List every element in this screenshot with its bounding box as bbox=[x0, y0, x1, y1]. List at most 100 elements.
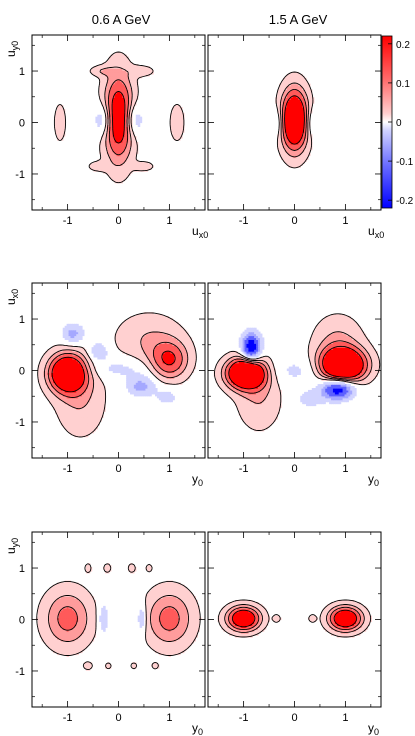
heatmap-cell bbox=[309, 141, 313, 145]
heatmap-cell bbox=[155, 318, 158, 321]
heatmap-cell bbox=[286, 161, 290, 164]
heatmap-cell bbox=[58, 354, 62, 358]
heatmap-cell bbox=[76, 415, 79, 418]
heatmap-cell bbox=[145, 356, 148, 360]
heatmap-cell bbox=[110, 56, 114, 59]
heatmap-cell bbox=[164, 323, 168, 327]
heatmap-cell bbox=[118, 333, 122, 337]
heatmap-cell bbox=[41, 368, 45, 372]
heatmap-cell bbox=[80, 432, 83, 436]
heatmap-cell bbox=[76, 380, 79, 383]
heatmap-cell bbox=[106, 143, 110, 147]
heatmap-cell bbox=[80, 325, 83, 329]
heatmap-cell bbox=[103, 403, 106, 407]
heatmap-cell bbox=[93, 397, 97, 401]
heatmap-cell bbox=[93, 353, 97, 356]
heatmap-cell bbox=[160, 358, 164, 362]
heatmap-cell bbox=[70, 370, 73, 374]
heatmap-cell bbox=[80, 366, 83, 370]
heatmap-cell bbox=[93, 374, 97, 377]
heatmap-cell bbox=[137, 374, 141, 377]
heatmap-cell bbox=[306, 141, 309, 145]
heatmap-cell bbox=[89, 424, 93, 428]
heatmap-cell bbox=[118, 105, 122, 108]
heatmap-cell bbox=[116, 331, 120, 335]
heatmap-cell bbox=[110, 130, 114, 133]
heatmap-cell bbox=[172, 132, 175, 135]
heatmap-cell bbox=[128, 134, 131, 137]
heatmap-cell bbox=[141, 337, 145, 340]
heatmap-cell bbox=[306, 149, 309, 153]
heatmap-cell bbox=[168, 327, 171, 331]
heatmap-cell bbox=[58, 399, 62, 403]
heatmap-cell bbox=[296, 155, 299, 159]
heatmap-cell bbox=[282, 149, 286, 153]
heatmap-cell bbox=[62, 130, 66, 133]
heatmap-cell bbox=[101, 153, 104, 157]
heatmap-cell bbox=[78, 364, 81, 368]
heatmap-cell bbox=[126, 143, 129, 147]
heatmap-cell bbox=[133, 318, 137, 321]
heatmap-cell bbox=[128, 81, 131, 85]
heatmap-cell bbox=[97, 391, 100, 395]
heatmap-cell bbox=[128, 327, 131, 331]
heatmap-cell bbox=[290, 114, 294, 118]
heatmap-cell bbox=[62, 397, 66, 401]
heatmap-cell bbox=[74, 411, 77, 414]
heatmap-cell bbox=[170, 347, 173, 350]
heatmap-cell bbox=[83, 401, 87, 405]
heatmap-cell bbox=[74, 366, 77, 370]
heatmap-cell bbox=[95, 73, 98, 77]
heatmap-cell bbox=[116, 106, 120, 110]
heatmap-cell bbox=[153, 331, 156, 335]
heatmap-cell bbox=[97, 122, 100, 126]
heatmap-cell bbox=[143, 319, 147, 323]
heatmap-cell bbox=[151, 351, 154, 354]
heatmap-cell bbox=[294, 71, 298, 75]
heatmap-cell bbox=[105, 101, 108, 104]
heatmap-cell bbox=[187, 358, 191, 362]
heatmap-cell bbox=[133, 161, 137, 164]
heatmap-cell bbox=[282, 130, 286, 133]
heatmap-cell bbox=[122, 157, 125, 161]
heatmap-cell bbox=[155, 370, 158, 374]
heatmap-cell bbox=[126, 105, 129, 108]
heatmap-cell bbox=[145, 337, 148, 340]
heatmap-cell bbox=[116, 81, 120, 85]
heatmap-cell bbox=[143, 358, 147, 362]
heatmap-cell bbox=[110, 149, 114, 153]
heatmap-cell bbox=[282, 112, 286, 116]
heatmap-cell bbox=[74, 368, 77, 372]
heatmap-cell bbox=[139, 335, 143, 339]
heatmap-cell bbox=[162, 323, 166, 327]
heatmap-cell bbox=[116, 171, 120, 174]
heatmap-cell bbox=[131, 89, 135, 92]
heatmap-cell bbox=[81, 370, 85, 374]
heatmap-cell bbox=[108, 159, 112, 162]
heatmap-cell bbox=[124, 83, 127, 87]
heatmap-cell bbox=[128, 66, 131, 69]
heatmap-cell bbox=[296, 83, 299, 87]
heatmap-cell bbox=[114, 106, 118, 110]
heatmap-cell bbox=[68, 391, 72, 395]
heatmap-cell bbox=[122, 370, 125, 374]
heatmap-cell bbox=[114, 175, 118, 178]
heatmap-cell bbox=[124, 349, 127, 352]
heatmap-cell bbox=[91, 370, 95, 374]
heatmap-cell bbox=[108, 79, 112, 83]
heatmap-cell bbox=[66, 327, 70, 331]
heatmap-cell bbox=[64, 327, 68, 331]
heatmap-cell bbox=[99, 97, 102, 100]
heatmap-cell bbox=[95, 424, 98, 428]
heatmap-cell bbox=[128, 147, 131, 151]
heatmap-cell bbox=[306, 112, 309, 116]
heatmap-cell bbox=[151, 356, 154, 360]
heatmap-cell bbox=[108, 173, 112, 176]
heatmap-cell bbox=[282, 153, 286, 157]
heatmap-cell bbox=[56, 409, 60, 412]
heatmap-cell bbox=[56, 405, 60, 409]
heatmap-cell bbox=[162, 316, 166, 319]
heatmap-cell bbox=[56, 106, 60, 110]
heatmap-cell bbox=[78, 382, 81, 385]
heatmap-cell bbox=[74, 384, 77, 387]
